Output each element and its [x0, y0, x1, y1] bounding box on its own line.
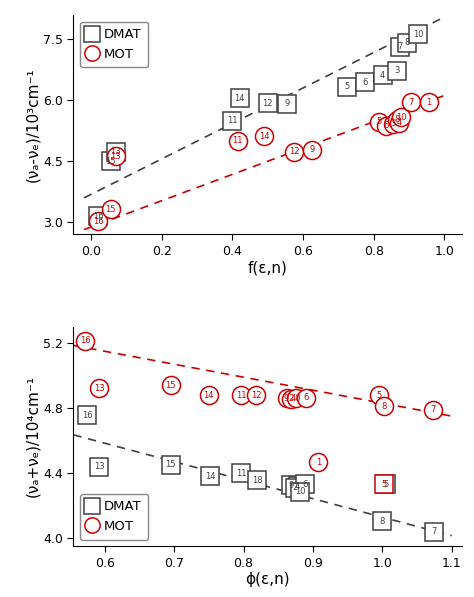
- Text: 11: 11: [236, 390, 246, 399]
- Text: 11: 11: [236, 469, 246, 478]
- X-axis label: f(ε,n): f(ε,n): [248, 261, 288, 276]
- Text: 5: 5: [376, 391, 382, 400]
- Text: 7: 7: [432, 527, 437, 536]
- Text: 10: 10: [413, 30, 423, 39]
- Text: 13: 13: [94, 384, 104, 393]
- Text: 6: 6: [302, 480, 307, 489]
- Text: 13: 13: [110, 147, 121, 156]
- Text: 1: 1: [316, 458, 321, 467]
- Text: 5: 5: [382, 480, 387, 489]
- Text: 6: 6: [303, 393, 309, 402]
- Text: 16: 16: [80, 336, 91, 345]
- Text: 16: 16: [93, 212, 103, 221]
- Text: 12: 12: [289, 147, 300, 156]
- Text: 9: 9: [284, 394, 289, 403]
- Text: 13: 13: [94, 462, 104, 471]
- Text: 14: 14: [259, 131, 270, 140]
- Text: 14: 14: [203, 390, 214, 399]
- Text: 8: 8: [394, 115, 400, 124]
- Text: 9: 9: [310, 146, 315, 155]
- Text: 4: 4: [295, 482, 301, 491]
- Text: 14: 14: [205, 472, 216, 481]
- Text: 10: 10: [295, 487, 306, 496]
- Text: 15: 15: [105, 157, 116, 166]
- Legend: DMAT, MOT: DMAT, MOT: [80, 21, 148, 67]
- Text: 15: 15: [105, 205, 116, 214]
- Text: 12: 12: [251, 391, 261, 400]
- Text: 12: 12: [263, 99, 273, 107]
- Text: 18: 18: [252, 476, 263, 485]
- Y-axis label: (νₐ+νₑ)/10⁴cm⁻¹: (νₐ+νₑ)/10⁴cm⁻¹: [26, 376, 40, 497]
- Text: 13: 13: [110, 152, 121, 161]
- Text: 8: 8: [405, 38, 410, 47]
- Text: 9: 9: [284, 99, 290, 108]
- Text: 10: 10: [396, 113, 407, 122]
- Text: 3: 3: [394, 66, 400, 75]
- Y-axis label: (νₐ-νₑ)/10³cm⁻¹: (νₐ-νₑ)/10³cm⁻¹: [25, 67, 40, 182]
- X-axis label: ϕ(ε,n): ϕ(ε,n): [246, 573, 290, 587]
- Text: 2: 2: [292, 483, 298, 492]
- Text: 6: 6: [362, 78, 368, 87]
- Text: 7: 7: [408, 98, 414, 107]
- Text: 16: 16: [93, 217, 103, 226]
- Text: 6: 6: [383, 121, 389, 130]
- Text: 1: 1: [426, 98, 431, 107]
- Text: 5: 5: [345, 82, 350, 91]
- Text: 16: 16: [82, 411, 92, 420]
- Text: 7: 7: [430, 405, 436, 414]
- Text: 4: 4: [380, 70, 385, 79]
- Text: 15: 15: [165, 460, 176, 469]
- Text: 9: 9: [288, 481, 293, 490]
- Text: 5: 5: [383, 480, 388, 489]
- Text: 8: 8: [382, 402, 387, 411]
- Text: 15: 15: [165, 381, 176, 390]
- Text: 14: 14: [234, 94, 245, 103]
- Text: 4: 4: [397, 118, 402, 127]
- Text: 40: 40: [291, 394, 301, 403]
- Text: 5: 5: [376, 118, 382, 127]
- Text: 3: 3: [391, 119, 396, 128]
- Legend: DMAT, MOT: DMAT, MOT: [80, 494, 148, 540]
- Text: 8: 8: [380, 516, 385, 525]
- Text: 11: 11: [233, 137, 243, 146]
- Text: 2: 2: [289, 394, 294, 403]
- Text: 7: 7: [398, 42, 403, 51]
- Text: 11: 11: [227, 116, 238, 125]
